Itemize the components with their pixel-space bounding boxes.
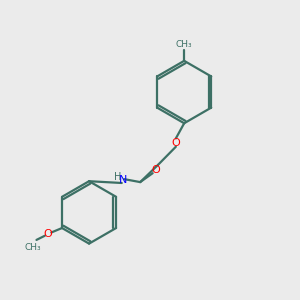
Text: O: O	[172, 138, 180, 148]
Text: CH₃: CH₃	[25, 243, 41, 252]
Text: N: N	[119, 175, 128, 185]
Text: O: O	[151, 165, 160, 175]
Text: O: O	[44, 229, 52, 239]
Text: H: H	[114, 172, 122, 182]
Text: CH₃: CH₃	[176, 40, 193, 49]
